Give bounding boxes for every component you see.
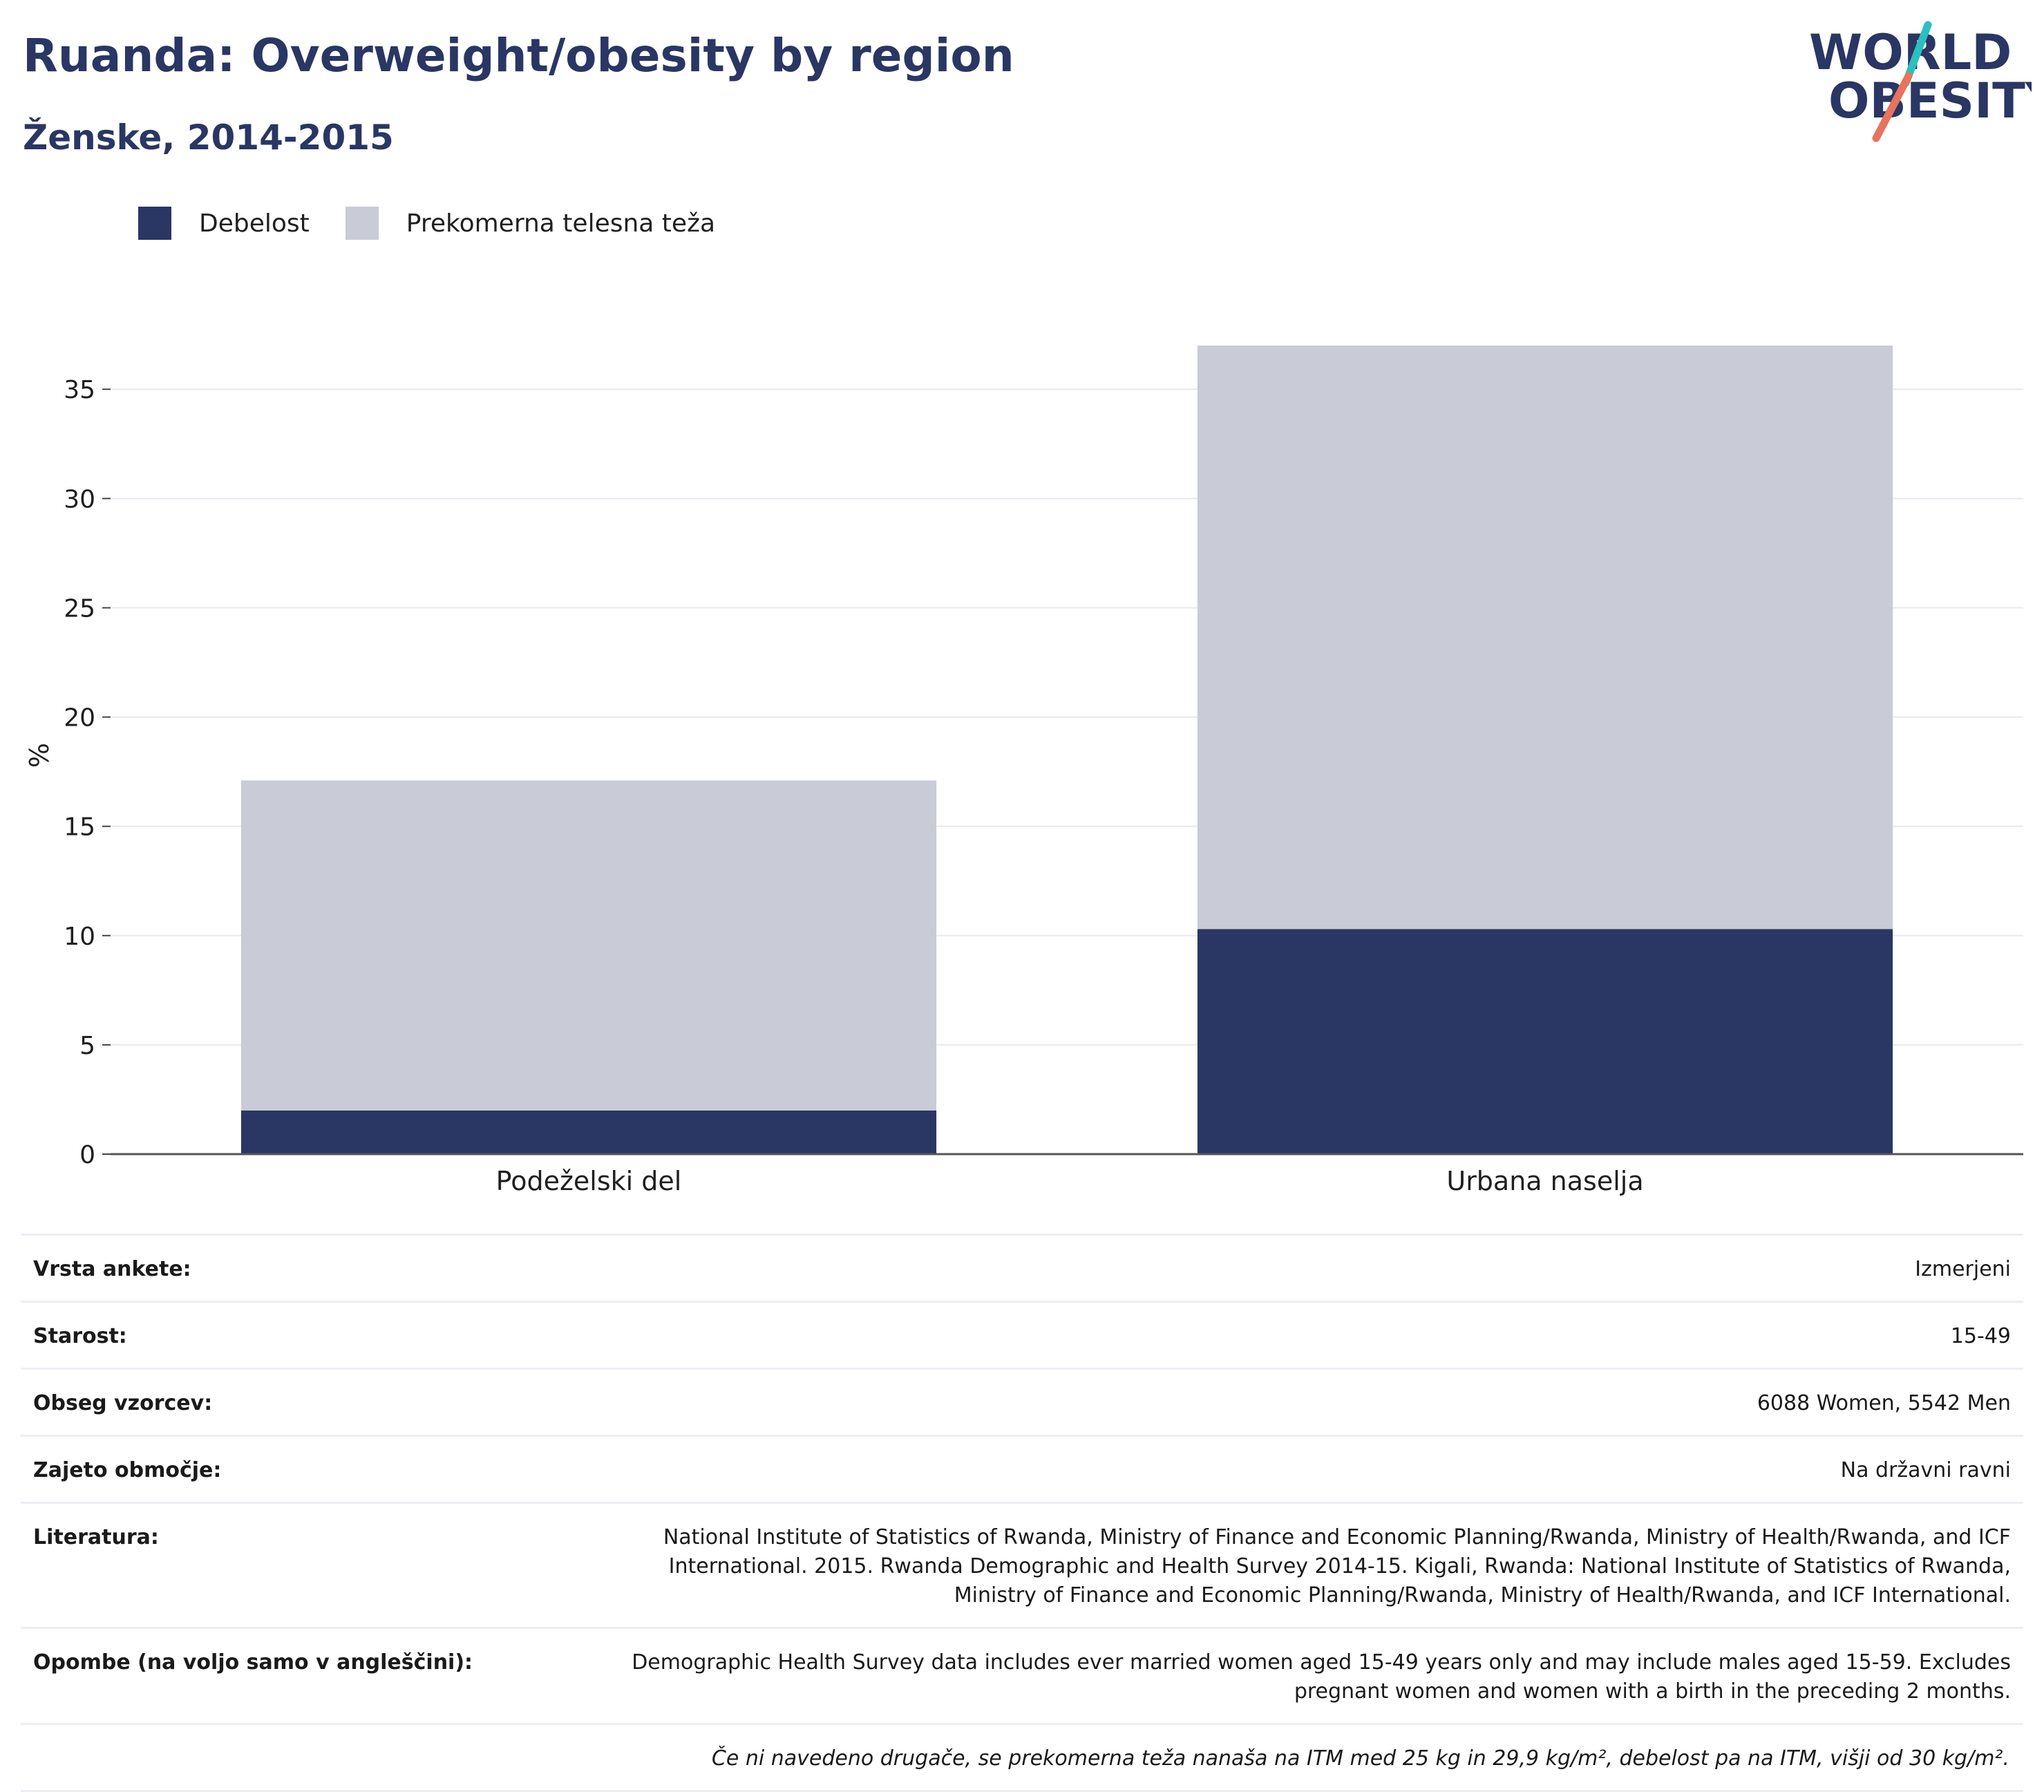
info-row-references: Literatura: National Institute of Statis… [21,1502,2023,1627]
legend-label-prekomerna: Prekomerna telesna teža [406,209,716,238]
info-value: National Institute of Statistics of Rwan… [663,1525,2011,1607]
world-obesity-logo: WORLD OBESITY [1809,21,2032,142]
bar-prekomerna-0 [240,780,937,1111]
legend-swatch-debelost [138,207,171,240]
info-key: Obseg vzorcev: [33,1391,213,1415]
x-tick-label: Urbana naselja [1446,1166,1643,1196]
info-value: 6088 Women, 5542 Men [1757,1391,2011,1415]
legend-swatch-prekomerna [345,207,379,240]
survey-info-table: Vrsta ankete: Izmerjeni Starost: 15-49 O… [21,1234,2023,1792]
bar-debelost-1 [1197,929,1893,1154]
chart-legend: Debelost Prekomerna telesna teža [138,205,751,241]
info-key: Literatura: [33,1525,159,1549]
y-tick-label: 20 [64,704,95,733]
info-row-coverage: Zajeto območje: Na državni ravni [21,1435,2023,1502]
legend-label-debelost: Debelost [199,209,310,238]
info-row-sample-size: Obseg vzorcev: 6088 Women, 5542 Men [21,1368,2023,1435]
y-tick-label: 15 [64,813,95,842]
stacked-bar-chart: 0 5 10 15 20 25 30 35% Podeželski del Urbana nase… [24,346,2023,1196]
logo-text-obesity: OBESITY [1828,73,2032,129]
chart-title: Ruanda: Overweight/obesity by region [23,29,1014,82]
info-value: Na državni ravni [1840,1458,2011,1482]
info-row-footnote: Če ni navedeno drugače, se prekomerna te… [21,1723,2023,1792]
y-axis-label: % [24,743,55,768]
info-value: 15-49 [1950,1324,2011,1348]
bar-prekomerna-1 [1197,346,1893,930]
info-value: Demographic Health Survey data includes … [632,1650,2011,1704]
x-tick-label: Podeželski del [496,1166,682,1196]
info-row-age: Starost: 15-49 [21,1301,2023,1368]
info-key: Zajeto območje: [33,1458,222,1482]
y-tick-label: 10 [64,923,95,951]
y-tick-label: 0 [79,1141,95,1169]
info-row-survey-type: Vrsta ankete: Izmerjeni [21,1234,2023,1301]
info-value: Izmerjeni [1915,1257,2011,1281]
footnote-text: Če ni navedeno drugače, se prekomerna te… [711,1746,2009,1771]
y-tick-label: 5 [79,1032,95,1060]
info-row-notes: Opombe (na voljo samo v angleščini): Dem… [21,1627,2023,1723]
info-key: Starost: [33,1324,127,1348]
bar-debelost-0 [240,1110,937,1154]
y-tick-label: 25 [64,594,95,623]
chart-subtitle: Ženske, 2014-2015 [23,117,394,158]
info-key: Opombe (na voljo samo v angleščini): [33,1650,473,1675]
info-key: Vrsta ankete: [33,1257,191,1281]
y-tick-label: 35 [64,376,95,404]
y-tick-label: 30 [64,485,95,513]
logo-slash-coral [1872,72,1913,142]
